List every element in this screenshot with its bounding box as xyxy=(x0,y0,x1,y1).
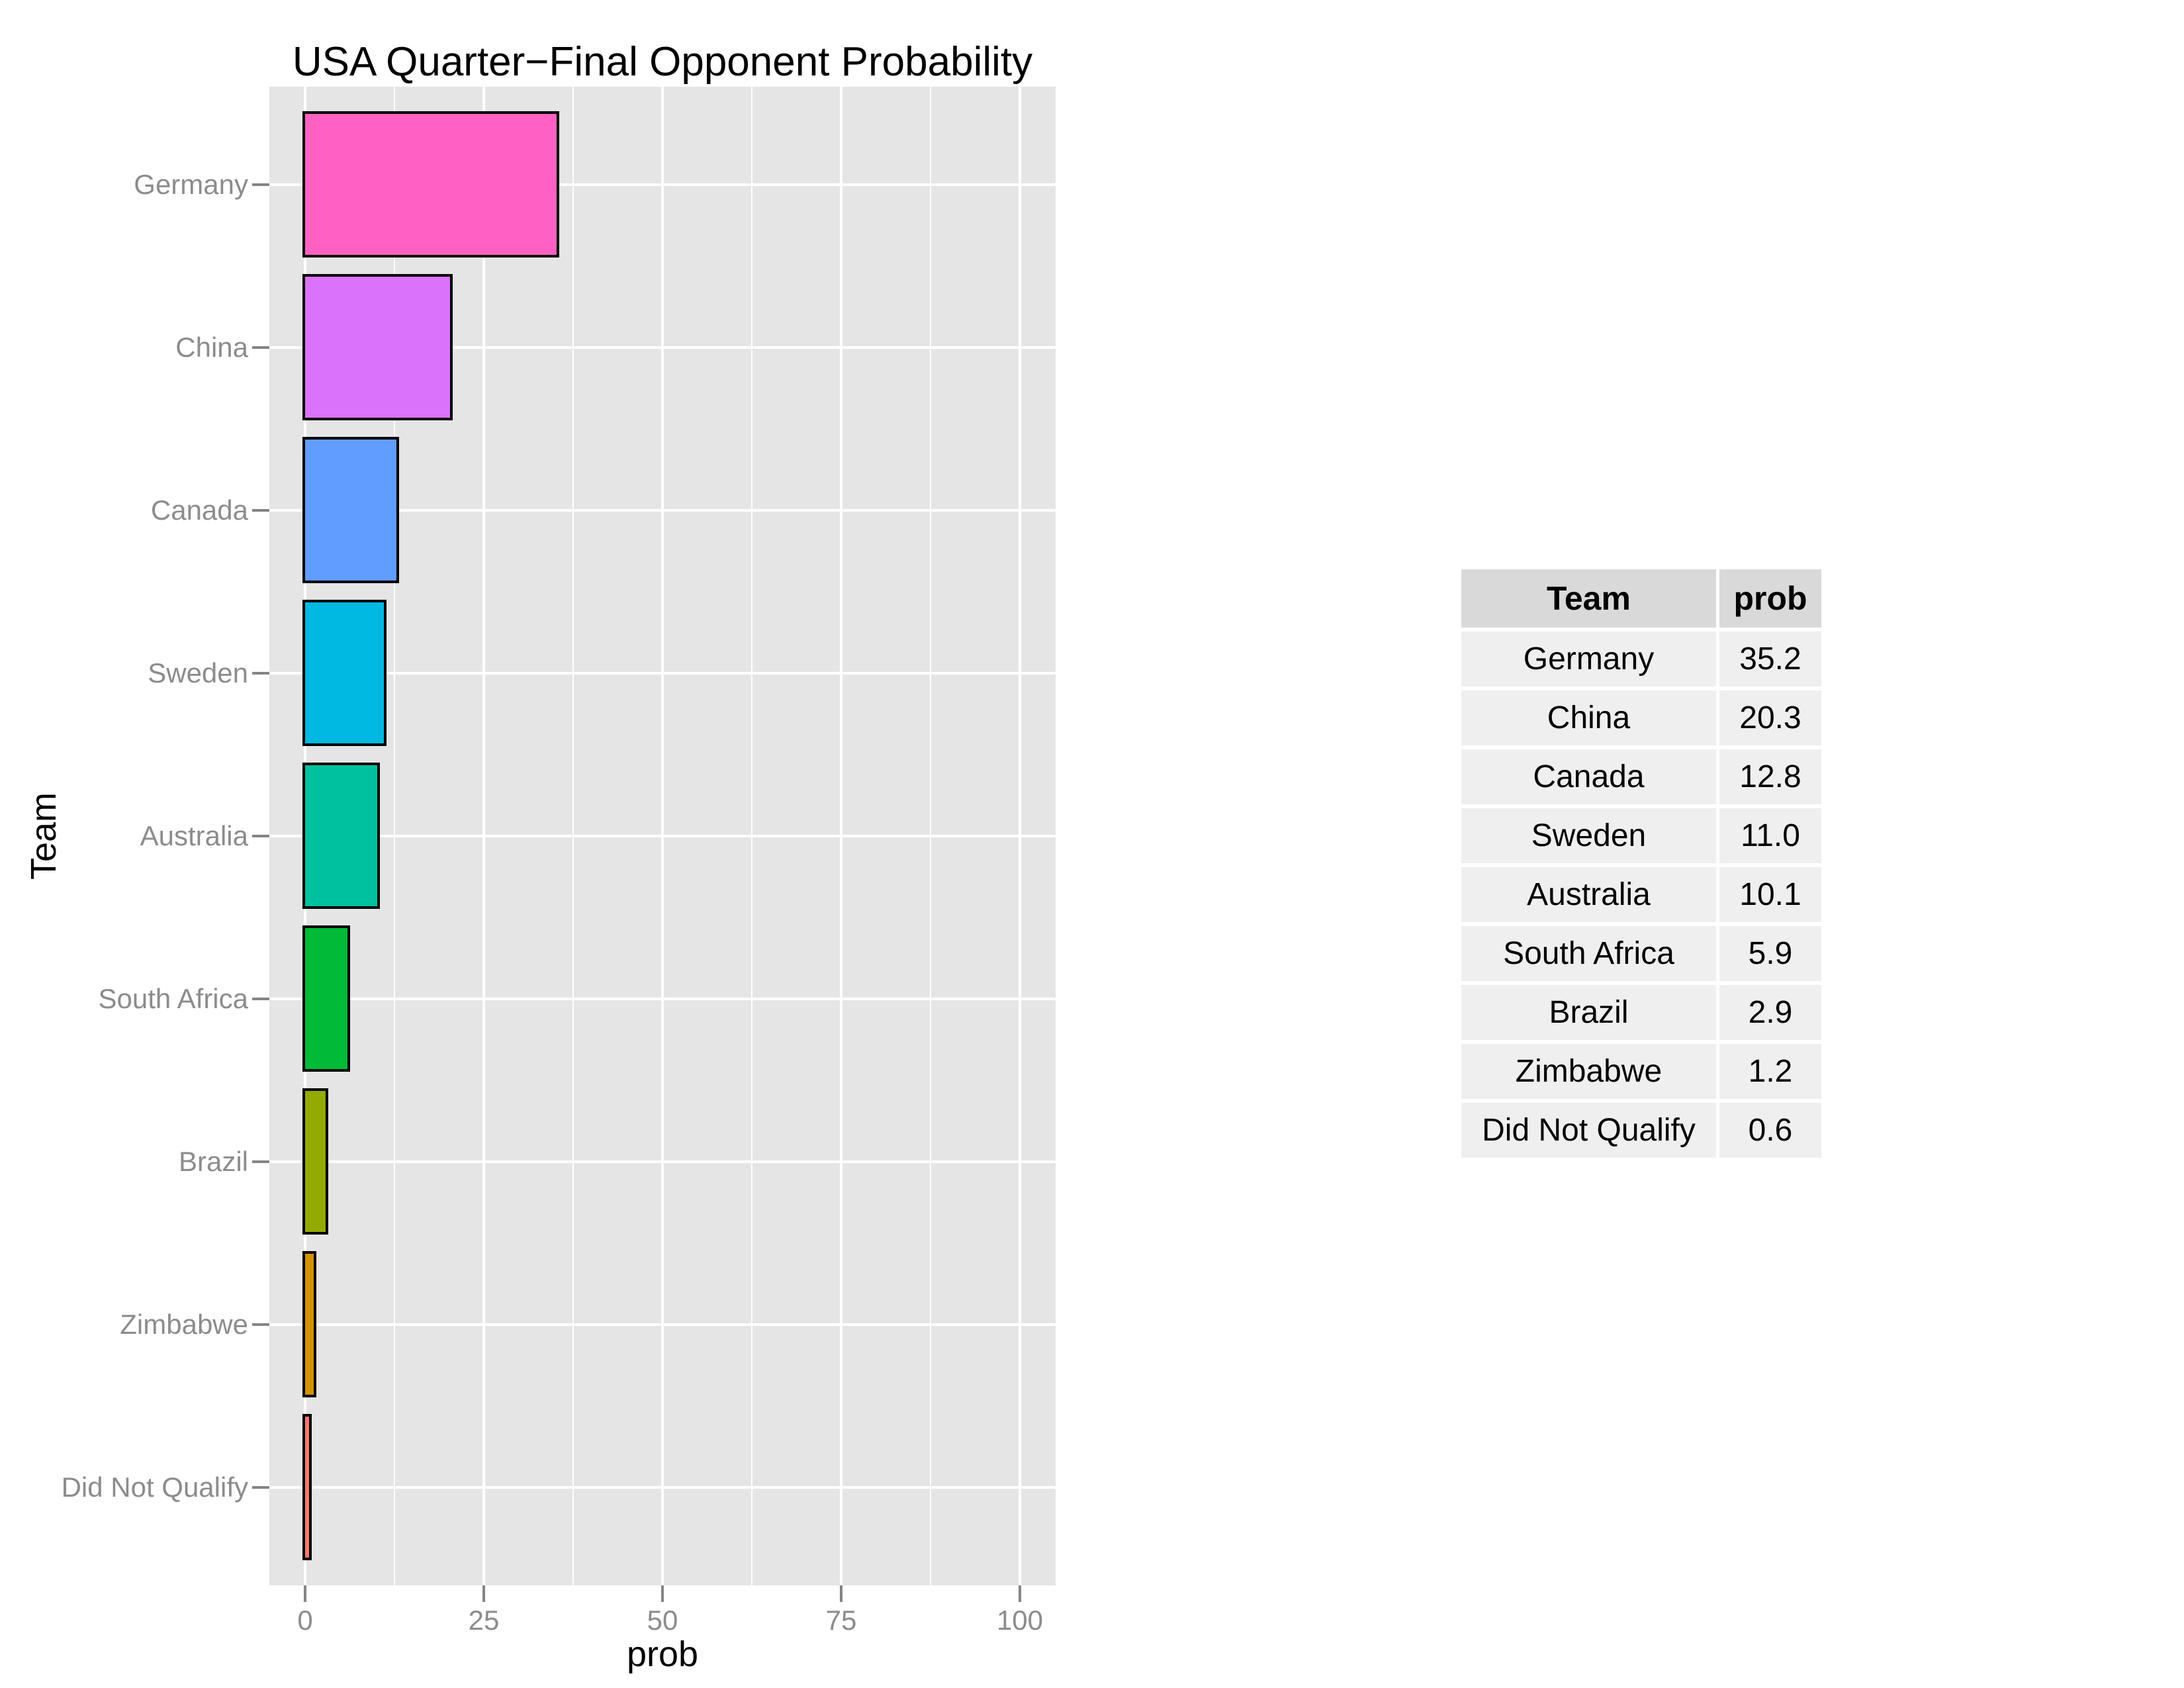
table-cell-prob: 1.2 xyxy=(1719,1044,1821,1099)
table-cell-team: Canada xyxy=(1461,749,1716,804)
x-tick-mark xyxy=(1019,1585,1021,1602)
y-tick-mark xyxy=(252,835,269,837)
gridline-major-horizontal xyxy=(269,1486,1056,1489)
x-tick-label: 75 xyxy=(825,1605,857,1636)
bar-zimbabwe xyxy=(302,1251,316,1397)
table-cell-prob: 5.9 xyxy=(1719,926,1821,981)
x-axis-title: prob xyxy=(626,1634,699,1674)
table-cell-prob: 0.6 xyxy=(1719,1103,1821,1158)
gridline-major-horizontal xyxy=(269,509,1056,512)
y-axis-title: Team xyxy=(24,792,64,880)
table-row: Did Not Qualify 0.6 xyxy=(1461,1103,1821,1158)
table-cell-team: Sweden xyxy=(1461,808,1716,863)
gridline-major-horizontal xyxy=(269,835,1056,837)
y-tick-mark xyxy=(252,998,269,1000)
bar-germany xyxy=(302,111,559,258)
bar-china xyxy=(302,274,453,420)
prob-table: Team prob Germany 35.2 China 20.3 Canada 12.8… xyxy=(1461,569,1821,1162)
table-header-prob: prob xyxy=(1719,569,1821,628)
table-cell-prob: 10.1 xyxy=(1719,867,1821,922)
table-body: Germany 35.2 China 20.3 Canada 12.8 Sweden 11.0… xyxy=(1461,632,1821,1158)
table-cell-team: Did Not Qualify xyxy=(1461,1103,1716,1158)
bar-canada xyxy=(302,437,399,583)
table-row: South Africa 5.9 xyxy=(1461,926,1821,981)
bar-sweden xyxy=(302,600,387,746)
y-tick-label: Brazil xyxy=(178,1146,248,1177)
table-cell-prob: 35.2 xyxy=(1719,632,1821,686)
x-tick-label: 0 xyxy=(297,1605,313,1636)
y-tick-mark xyxy=(252,346,269,349)
x-tick-label: 100 xyxy=(996,1605,1044,1636)
y-tick-label: South Africa xyxy=(98,983,248,1014)
y-tick-label: Canada xyxy=(150,494,248,526)
table-cell-team: Germany xyxy=(1461,632,1716,686)
y-tick-label: Sweden xyxy=(148,657,248,688)
y-tick-mark xyxy=(252,509,269,512)
y-tick-mark xyxy=(252,1323,269,1326)
bar-south-africa xyxy=(302,925,350,1072)
plot-panel xyxy=(269,87,1056,1585)
y-tick-label: Did Not Qualify xyxy=(61,1472,248,1503)
bar-australia xyxy=(302,763,380,909)
x-tick-mark xyxy=(482,1585,485,1602)
table-cell-team: China xyxy=(1461,690,1716,745)
table-row: Australia 10.1 xyxy=(1461,867,1821,922)
gridline-major-horizontal xyxy=(269,672,1056,675)
y-tick-mark xyxy=(252,672,269,675)
table-row: China 20.3 xyxy=(1461,690,1821,745)
table-cell-team: Zimbabwe xyxy=(1461,1044,1716,1099)
table-cell-team: Australia xyxy=(1461,867,1716,922)
gridline-major-horizontal xyxy=(269,1323,1056,1326)
y-tick-mark xyxy=(252,183,269,186)
x-tick-label: 25 xyxy=(468,1605,500,1636)
x-tick-mark xyxy=(661,1585,664,1602)
gridline-major-horizontal xyxy=(269,346,1056,349)
table-row: Canada 12.8 xyxy=(1461,749,1821,804)
bar-brazil xyxy=(302,1088,328,1235)
table-cell-prob: 12.8 xyxy=(1719,749,1821,804)
y-tick-label: Zimbabwe xyxy=(120,1309,248,1340)
table-cell-prob: 20.3 xyxy=(1719,690,1821,745)
x-tick-label: 50 xyxy=(647,1605,678,1636)
table-row: Germany 35.2 xyxy=(1461,632,1821,686)
table-header-team: Team xyxy=(1461,569,1716,628)
gridline-major-horizontal xyxy=(269,1160,1056,1163)
table-row: Sweden 11.0 xyxy=(1461,808,1821,863)
table-row: Brazil 2.9 xyxy=(1461,985,1821,1040)
gridline-major-horizontal xyxy=(269,183,1056,186)
y-tick-label: China xyxy=(175,332,248,363)
bar-did-not-qualify xyxy=(302,1414,312,1560)
table-header-row: Team prob xyxy=(1461,569,1821,628)
y-tick-mark xyxy=(252,1486,269,1489)
table-cell-prob: 2.9 xyxy=(1719,985,1821,1040)
table-cell-team: South Africa xyxy=(1461,926,1716,981)
table-row: Zimbabwe 1.2 xyxy=(1461,1044,1821,1099)
table-cell-prob: 11.0 xyxy=(1719,808,1821,863)
x-tick-mark xyxy=(304,1585,306,1602)
table-cell-team: Brazil xyxy=(1461,985,1716,1040)
chart-title: USA Quarter−Final Opponent Probability xyxy=(292,39,1033,85)
gridline-major-horizontal xyxy=(269,998,1056,1000)
y-tick-label: Germany xyxy=(134,169,248,200)
x-tick-mark xyxy=(840,1585,842,1602)
y-tick-label: Australia xyxy=(140,820,248,851)
y-tick-mark xyxy=(252,1160,269,1163)
